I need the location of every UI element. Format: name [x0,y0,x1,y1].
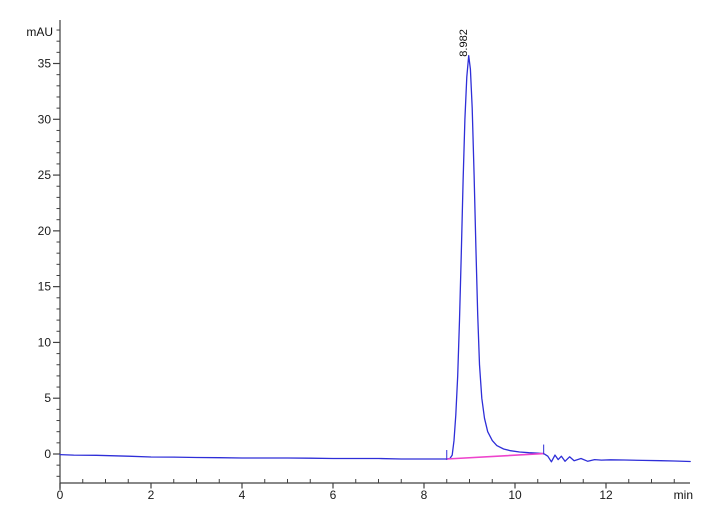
axes: 0 5 10 15 20 25 30 35 0 2 4 6 8 10 12 [38,20,690,502]
y-axis-tick-label: 5 [44,391,51,405]
x-axis-tick-label: 4 [239,488,246,502]
x-axis-tick-label: 0 [57,488,64,502]
integration-marks [446,444,545,461]
peak-retention-time-label: 8.982 [458,29,470,57]
x-axis-tick-label: 8 [421,488,428,502]
y-axis-tick-label: 15 [38,280,52,294]
x-axis-tick-label: 2 [148,488,155,502]
y-axis-tick-label: 0 [44,447,51,461]
y-axis-tick-label: 10 [38,335,52,349]
y-axis-tick-label: 30 [38,112,52,126]
y-axis-unit-label: mAU [26,25,53,39]
x-axis-tick-label: 12 [599,488,613,502]
y-axis-tick-label: 20 [38,224,52,238]
x-axis-unit-label: min [674,488,693,502]
y-axis-tick-label: 35 [38,57,52,71]
integration-baseline-trace [446,452,545,460]
x-axis-tick-label: 6 [330,488,337,502]
traces [59,55,691,463]
y-axis-tick-label: 25 [38,168,52,182]
x-axis-tick-label: 10 [508,488,522,502]
detector-signal-trace [59,55,691,463]
